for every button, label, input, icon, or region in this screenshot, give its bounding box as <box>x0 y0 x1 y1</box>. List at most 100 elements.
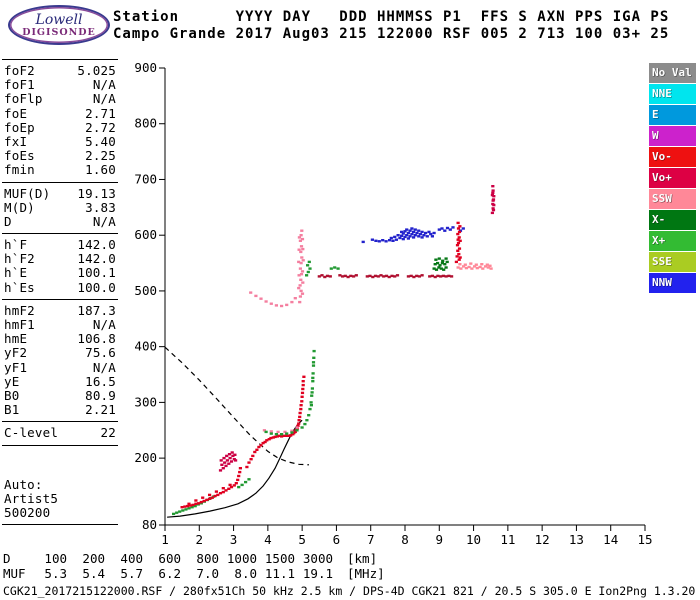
x-tick-label: 13 <box>569 532 584 547</box>
parameter-row-fxi: fxI 5.40 <box>4 133 116 149</box>
scale-value: 5.3 <box>44 565 67 581</box>
parameter-label: foEp <box>4 119 35 135</box>
y-tick-label: 900 <box>134 60 157 75</box>
y-tick-label: 80 <box>142 517 157 532</box>
parameter-row-hmf2: hmF2 187.3 <box>4 302 116 318</box>
scale-value: 1000 <box>226 551 257 566</box>
y-tick-label: 500 <box>134 283 157 298</box>
parameter-row-clevel: C-level 22 <box>4 426 116 440</box>
parameter-row-fmin: fmin 1.60 <box>4 163 116 177</box>
parameter-row-md: M(D) 3.83 <box>4 199 116 215</box>
scale-value: 200 <box>82 551 105 566</box>
x-tick-label: 11 <box>500 532 515 547</box>
parameter-value: 5.40 <box>85 133 116 149</box>
parameter-row-hmf1: hmF1 N/A <box>4 317 116 332</box>
doppler-direction-legend: No Val NNE E W Vo- Vo+ SSW X- X+ SSE NNW <box>649 63 696 294</box>
series-second-hop-pink <box>249 229 305 308</box>
parameter-value: 3.83 <box>85 199 116 215</box>
parameter-row-d: D N/A <box>4 213 116 229</box>
parameter-row-b1: B1 2.21 <box>4 402 116 418</box>
x-tick-label: 10 <box>466 532 481 547</box>
header-row-values: Campo Grande 2017 Aug03 215 122000 RSF 0… <box>113 25 670 42</box>
station-header: Station YYYY DAY DDD HHMMSS P1 FFS S AXN… <box>113 9 669 42</box>
y-tick-label: 300 <box>134 394 157 409</box>
parameter-label: C-level <box>4 425 59 441</box>
parameter-value: 100.0 <box>77 279 116 295</box>
parameter-value: 187.3 <box>77 302 116 318</box>
parameter-value: 100.1 <box>77 265 116 281</box>
series-spread-f-green-cluster <box>432 257 449 271</box>
parameter-label: 500200 <box>4 504 51 520</box>
parameter-label: foFlp <box>4 91 43 107</box>
parameter-label: yF1 <box>4 359 28 375</box>
series-foe-cusp-cluster <box>218 451 238 472</box>
parameter-label: Artist5 <box>4 490 59 506</box>
parameter-label: fxI <box>4 133 28 149</box>
series-multi-hop-layer-line <box>317 274 454 279</box>
parameter-label: yE <box>4 373 20 389</box>
parameter-value: 142.0 <box>77 251 116 267</box>
legend-item-sse: SSE <box>649 252 696 272</box>
header-row-labels: Station YYYY DAY DDD HHMMSS P1 FFS S AXN… <box>113 9 670 25</box>
parameter-value: 142.0 <box>77 237 116 253</box>
scale-value: 3000 <box>302 551 333 566</box>
parameter-row-foes: foEs 2.25 <box>4 148 116 164</box>
scale-value: 600 <box>158 551 181 566</box>
parameter-row-fof1: foF1 N/A <box>4 77 116 93</box>
x-tick-label: 2 <box>196 532 204 547</box>
series-second-hop-green <box>305 260 340 277</box>
parameter-label: MUF(D) <box>4 185 51 201</box>
x-tick-label: 5 <box>298 532 306 547</box>
scale-value: 5.7 <box>120 565 143 581</box>
legend-item-vo: Vo+ <box>649 168 696 188</box>
series-spread-f-red-streak <box>454 221 462 264</box>
ionogram-plot: 900 800 700 600 500 400 300 200 80 1 2 3 4 5 6 7 8 9 10 11 1… <box>130 58 670 562</box>
legend-item-nnw: NNW <box>649 273 696 293</box>
y-tick-label: 600 <box>134 227 157 242</box>
scale-value: 400 <box>120 551 143 566</box>
status-line: CGK21_2017215122000.RSF / 280fx51Ch 50 k… <box>3 584 696 598</box>
scale-value: 800 <box>196 551 219 566</box>
legend-item-e: E <box>649 105 696 125</box>
parameter-value: 2.21 <box>85 402 116 418</box>
series-high-echo-crimson-streak <box>490 185 496 215</box>
parameter-label: foEs <box>4 148 35 164</box>
x-tick-label: 7 <box>367 532 375 547</box>
x-tick-label: 12 <box>535 532 550 547</box>
x-tick-label: 9 <box>436 532 444 547</box>
x-tick-label: 8 <box>401 532 409 547</box>
parameter-value: N/A <box>92 359 116 375</box>
scale-value: 8.0 <box>234 565 257 581</box>
parameter-label: foF1 <box>4 77 35 93</box>
logo-oval: Lowell DIGISONDE <box>8 5 110 45</box>
parameter-label: B0 <box>4 387 20 403</box>
parameter-row-hf: h`F 142.0 <box>4 237 116 253</box>
x-tick-label: 3 <box>230 532 238 547</box>
parameter-row-foe: foE 2.71 <box>4 106 116 121</box>
logo-text-digisonde: DIGISONDE <box>22 26 96 38</box>
parameter-value: 16.5 <box>85 373 116 389</box>
parameter-value: 2.25 <box>85 148 116 164</box>
parameter-value: 5.025 <box>77 63 116 78</box>
scale-value: 7.0 <box>196 565 219 581</box>
parameter-group: foF2 5.025 foF1 N/A foFlp N/A foE 2.71 foEp 2.72 f… <box>2 59 118 182</box>
scale-row-d: D 100 200 400 600 800 1000 1500 3000 [km] <box>3 551 385 567</box>
y-tick-label: 700 <box>134 171 157 186</box>
parameter-value: N/A <box>92 213 116 229</box>
parameter-label: yF2 <box>4 345 28 361</box>
legend-item-ssw: SSW <box>649 189 696 209</box>
series-e-layer-trace-red <box>180 467 242 509</box>
parameter-row-fof2: foF2 5.025 <box>4 63 116 78</box>
scale-value: 1500 <box>264 551 295 566</box>
y-tick-label: 400 <box>134 339 157 354</box>
parameter-row-mufd: MUF(D) 19.13 <box>4 185 116 201</box>
parameter-label: B1 <box>4 402 20 418</box>
parameter-row-yf2: yF2 75.6 <box>4 346 116 360</box>
parameter-row-hes: h`Es 100.0 <box>4 279 116 295</box>
parameter-row-yf1: yF1 N/A <box>4 359 116 375</box>
legend-item-nne: NNE <box>649 84 696 104</box>
x-tick-label: 1 <box>161 532 169 547</box>
series-f-trace-o-mode <box>245 375 306 469</box>
